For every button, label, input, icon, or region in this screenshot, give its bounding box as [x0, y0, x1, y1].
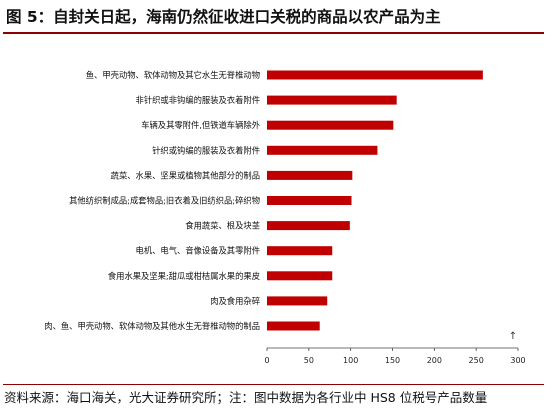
bars: [267, 70, 483, 331]
x-tick-label: 200: [427, 356, 442, 365]
bar: [267, 296, 328, 306]
bar: [267, 271, 333, 281]
bar: [267, 221, 350, 231]
category-label: 食用水果及坚果;甜瓜或柑桔属水果的果皮: [108, 271, 260, 281]
title-rule: [3, 32, 544, 34]
bar: [267, 196, 352, 205]
figure-title: 图 5：自封关日起，海南仍然征收进口关税的商品以农产品为主: [6, 8, 441, 26]
bar: [267, 145, 378, 155]
x-tick-label: 150: [385, 356, 400, 365]
bar: [267, 170, 353, 180]
bar: [267, 95, 397, 105]
source-note: 资料来源：海口海关，光大证券研究所；注：图中数据为各行业中 HS8 位税号产品数…: [4, 390, 488, 405]
x-tick-label: 100: [343, 356, 358, 365]
category-label: 蔬菜、水果、坚果或植物其他部分的制品: [111, 170, 260, 180]
source-rule: [3, 384, 544, 385]
x-tick-label: 250: [469, 356, 484, 365]
x-tick-label: 0: [264, 356, 269, 365]
category-label: 其他纺织制成品;成套物品;旧衣着及旧纺织品;碎织物: [69, 196, 260, 206]
category-label: 食用蔬菜、根及块茎: [185, 221, 260, 231]
category-label: 非针织或非钩编的服装及衣着附件: [136, 95, 260, 105]
category-label: 电机、电气、音像设备及其零附件: [136, 246, 260, 256]
x-tick-label: 300: [510, 356, 525, 365]
x-axis: 0 50 100 150 200 250 300: [264, 347, 526, 365]
corner-marker: ↑: [509, 331, 517, 342]
category-label: 针织或钩编的服装及衣着附件: [152, 145, 260, 155]
category-label: 鱼、甲壳动物、软体动物及其它水生无脊椎动物: [86, 70, 260, 80]
x-tick-label: 50: [304, 356, 314, 365]
bar: [267, 321, 320, 331]
category-labels: 鱼、甲壳动物、软体动物及其它水生无脊椎动物非针织或非钩编的服装及衣着附件车辆及其…: [44, 70, 260, 331]
category-label: 车辆及其零附件,但铁道车辆除外: [141, 120, 260, 130]
bar: [267, 246, 333, 256]
category-label: 肉、鱼、甲壳动物、软体动物及其他水生无脊椎动物的制品: [44, 321, 260, 331]
category-label: 肉及食用杂碎: [210, 296, 260, 306]
bar-chart: 鱼、甲壳动物、软体动物及其它水生无脊椎动物非针织或非钩编的服装及衣着附件车辆及其…: [44, 70, 526, 365]
bar: [267, 120, 394, 130]
bar: [267, 70, 483, 80]
